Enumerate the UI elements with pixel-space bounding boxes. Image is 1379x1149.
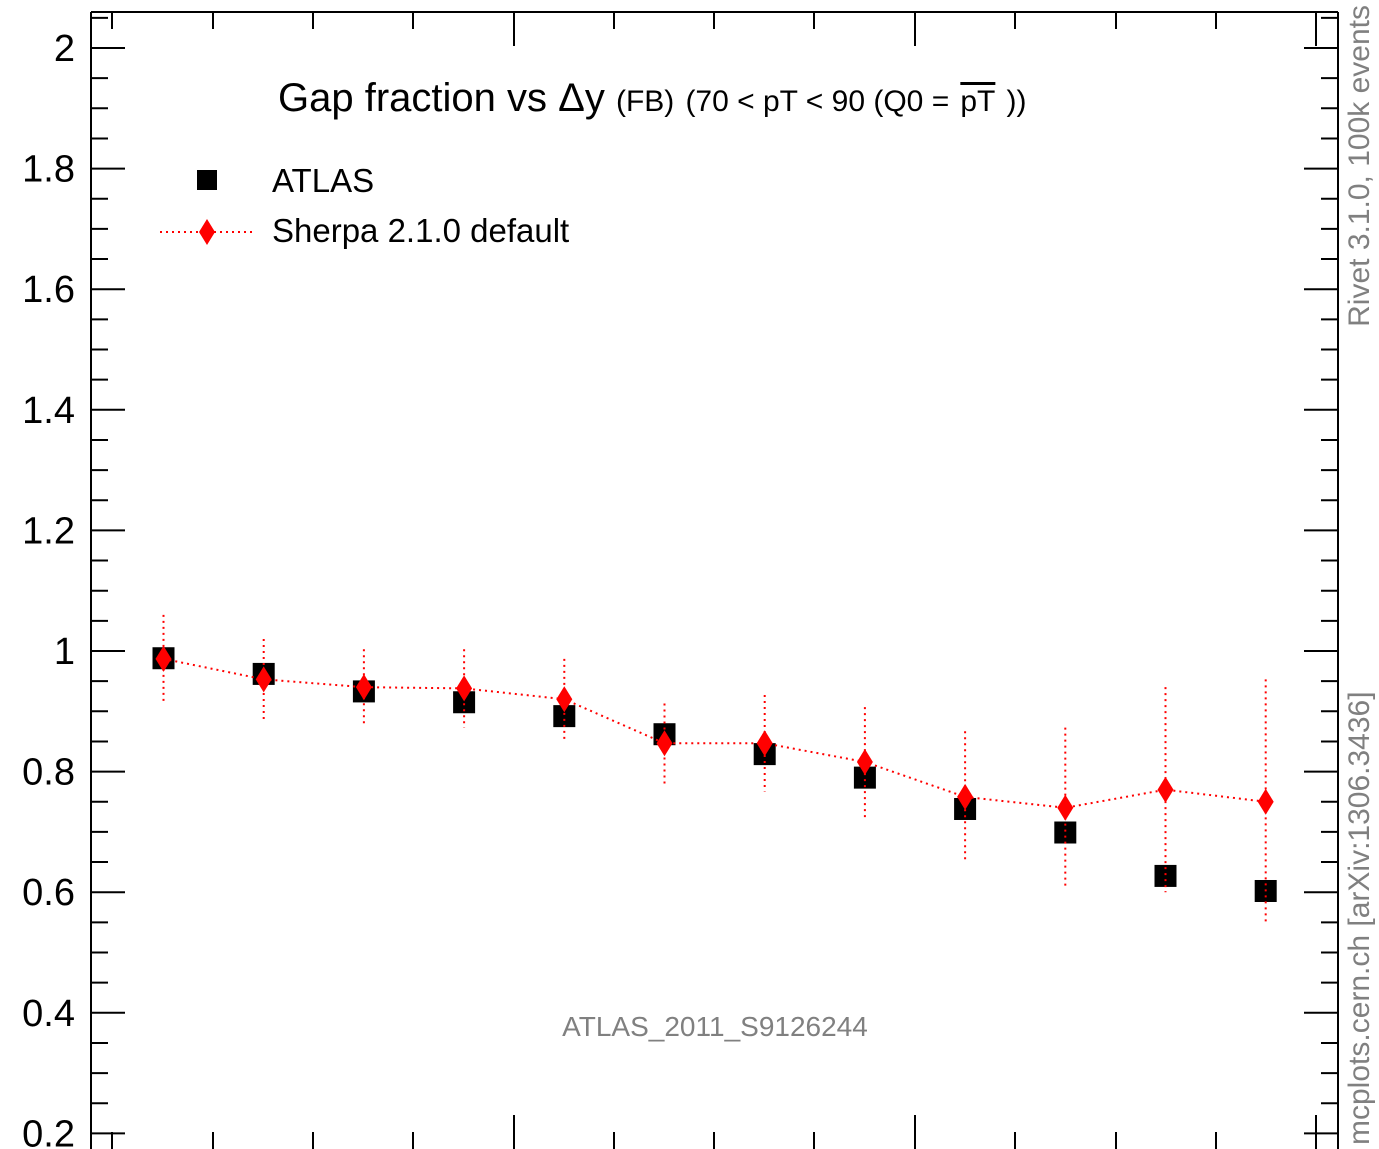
legend: ATLAS Sherpa 2.1.0 default (160, 162, 569, 249)
sherpa-data-point (1157, 776, 1174, 803)
data-series (152, 614, 1277, 925)
y-tick-label: 2 (54, 28, 75, 70)
chart-title: Gap fraction vs Δy (FB) (70 < pT < 90 (Q… (278, 76, 1026, 120)
x-axis (111, 12, 1317, 1149)
atlas-data-point (1054, 821, 1077, 844)
sherpa-data-point (656, 730, 673, 757)
sherpa-series-line (163, 657, 1266, 809)
sherpa-data-point (1257, 788, 1274, 815)
atlas-data-point (1154, 864, 1177, 887)
y-tick-label: 1.6 (22, 269, 75, 311)
legend-atlas-marker (197, 170, 217, 190)
atlas-data-point (853, 766, 876, 789)
sherpa-data-point (456, 675, 473, 702)
y-tick-label: 0.6 (22, 872, 75, 914)
rivet-version-label: Rivet 3.1.0, 100k events (1343, 5, 1376, 327)
y-axis: 0.2 0.4 0.6 0.8 1 1.2 1.4 1.6 1.8 2 (22, 16, 1338, 1149)
legend-sherpa-label: Sherpa 2.1.0 default (272, 212, 569, 249)
sherpa-data-point (556, 686, 573, 713)
y-tick-label: 0.8 (22, 752, 75, 794)
atlas-data-point (453, 691, 476, 714)
y-tick-label: 0.4 (22, 993, 75, 1035)
y-tick-label: 1.2 (22, 510, 75, 552)
atlas-data-point (553, 705, 576, 728)
y-tick-label: 1.8 (22, 149, 75, 191)
analysis-watermark: ATLAS_2011_S9126244 (562, 1011, 868, 1042)
mcplots-source-label: mcplots.cern.ch [arXiv:1306.3436] (1343, 691, 1376, 1145)
y-tick-label: 0.2 (22, 1113, 75, 1149)
legend-atlas-label: ATLAS (272, 162, 374, 199)
legend-sherpa-marker (199, 219, 215, 245)
sherpa-data-point (856, 748, 873, 775)
sherpa-data-point (957, 783, 974, 810)
sherpa-data-point (255, 666, 272, 693)
sherpa-data-point (355, 674, 372, 701)
sherpa-data-point (155, 645, 172, 672)
sherpa-data-point (1057, 794, 1074, 821)
sherpa-data-point (756, 730, 773, 757)
y-tick-label: 1.4 (22, 390, 75, 432)
y-tick-label: 1 (54, 631, 75, 673)
